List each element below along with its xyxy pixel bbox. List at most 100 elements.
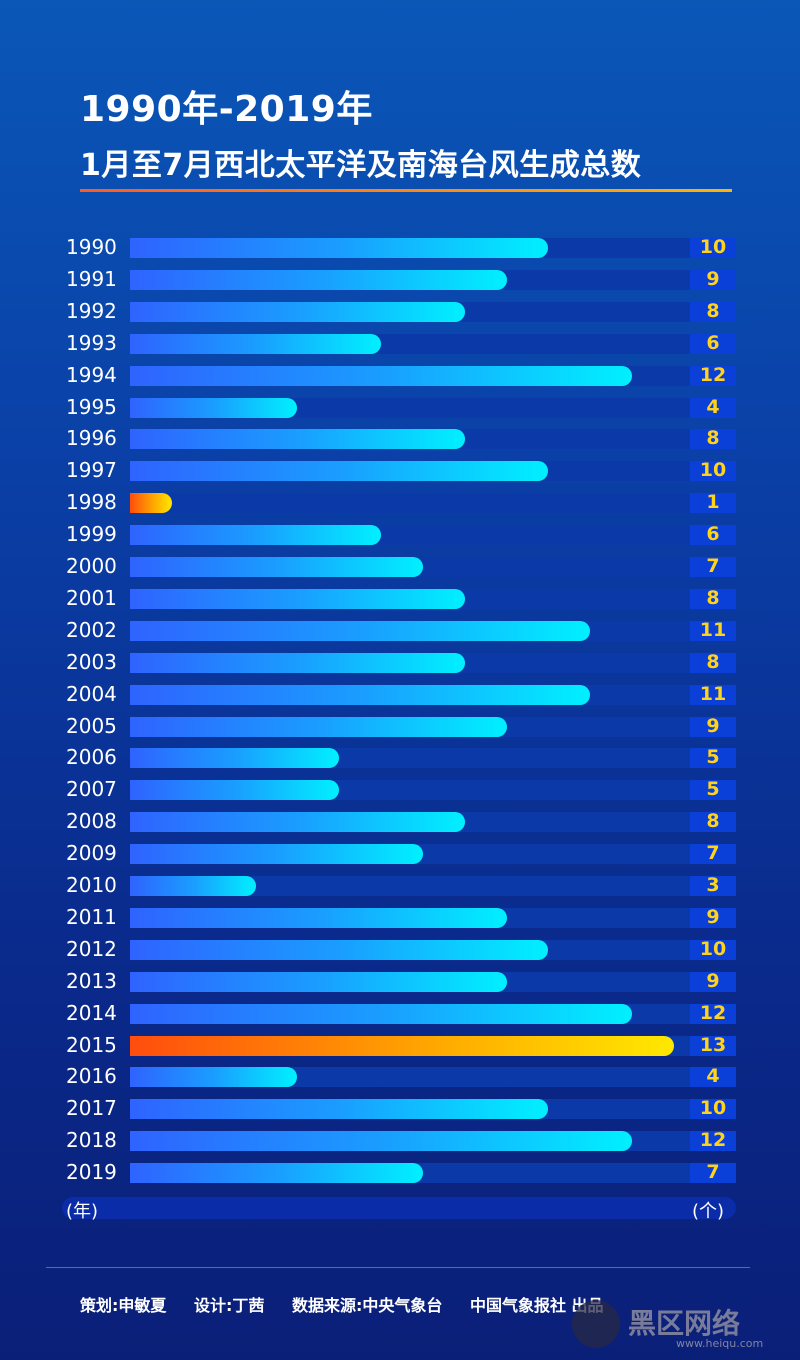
bar: [130, 589, 465, 609]
footer-divider: [46, 1267, 750, 1268]
watermark-logo-icon: [572, 1300, 620, 1348]
value-box: [690, 940, 736, 960]
credit-planner: 策划:申敏夏: [80, 1296, 167, 1315]
year-label: 1995: [66, 395, 117, 419]
bar: [130, 493, 172, 513]
year-label: 1991: [66, 267, 117, 291]
bar: [130, 461, 548, 481]
credit-designer: 设计:丁茜: [193, 1296, 265, 1315]
value-box: [690, 238, 736, 258]
bar: [130, 1131, 632, 1151]
year-label: 1990: [66, 235, 117, 259]
value-label: 3: [706, 874, 720, 896]
year-label: 1997: [66, 458, 117, 482]
bar-track: [130, 493, 736, 513]
watermark-url: www.heiqu.com: [676, 1337, 764, 1350]
value-label: 1: [706, 491, 720, 513]
value-label: 9: [706, 906, 720, 928]
bar: [130, 557, 423, 577]
y-axis-unit-label: (年): [66, 1201, 99, 1222]
bar: [130, 1099, 548, 1119]
bar: [130, 366, 632, 386]
year-label: 1999: [66, 522, 117, 546]
value-box: [690, 685, 736, 705]
year-label: 2006: [66, 745, 117, 769]
bar: [130, 908, 507, 928]
bar: [130, 270, 507, 290]
value-label: 13: [699, 1034, 727, 1056]
year-label: 2009: [66, 841, 117, 865]
value-box: [690, 429, 736, 449]
chart-title: 1990年-2019年: [80, 89, 373, 130]
value-box: [690, 589, 736, 609]
year-label: 2010: [66, 873, 117, 897]
year-label: 2012: [66, 937, 117, 961]
year-label: 2011: [66, 905, 117, 929]
value-box: [690, 717, 736, 737]
value-label: 4: [706, 1065, 720, 1087]
value-label: 9: [706, 268, 720, 290]
value-label: 7: [706, 555, 720, 577]
value-label: 8: [706, 810, 720, 832]
value-label: 7: [706, 1161, 720, 1183]
credit-source: 数据来源:中央气象台: [291, 1296, 443, 1315]
year-label: 2015: [66, 1033, 117, 1057]
year-label: 2014: [66, 1001, 117, 1025]
year-label: 2000: [66, 554, 117, 578]
bar: [130, 302, 465, 322]
bar: [130, 972, 507, 992]
value-label: 12: [699, 1002, 727, 1024]
value-label: 6: [706, 332, 720, 354]
value-box: [690, 1067, 736, 1087]
value-label: 11: [699, 683, 727, 705]
value-box: [690, 270, 736, 290]
bar: [130, 334, 381, 354]
value-box: [690, 398, 736, 418]
value-label: 10: [699, 236, 727, 258]
value-label: 10: [699, 459, 727, 481]
value-label: 8: [706, 651, 720, 673]
bar: [130, 653, 465, 673]
year-label: 2018: [66, 1128, 117, 1152]
year-label: 2013: [66, 969, 117, 993]
value-box: [690, 876, 736, 896]
value-label: 8: [706, 427, 720, 449]
value-label: 12: [699, 1129, 727, 1151]
bar: [130, 717, 507, 737]
value-label: 12: [699, 364, 727, 386]
value-label: 5: [706, 746, 720, 768]
value-label: 10: [699, 938, 727, 960]
year-label: 2002: [66, 618, 117, 642]
value-label: 5: [706, 778, 720, 800]
bar: [130, 398, 297, 418]
bar: [130, 525, 381, 545]
year-label: 2003: [66, 650, 117, 674]
value-box: [690, 366, 736, 386]
value-box: [690, 780, 736, 800]
value-box: [690, 1163, 736, 1183]
year-label: 2004: [66, 682, 117, 706]
year-label: 1998: [66, 490, 117, 514]
bar: [130, 748, 339, 768]
title-underline: [80, 189, 732, 192]
bar: [130, 1067, 297, 1087]
year-label: 2008: [66, 809, 117, 833]
year-label: 2016: [66, 1064, 117, 1088]
bar: [130, 876, 256, 896]
bar: [130, 685, 590, 705]
bar: [130, 812, 465, 832]
value-label: 9: [706, 715, 720, 737]
value-box: [690, 1131, 736, 1151]
value-box: [690, 653, 736, 673]
bar: [130, 1036, 674, 1056]
value-label: 8: [706, 587, 720, 609]
value-box: [690, 302, 736, 322]
bar: [130, 844, 423, 864]
year-label: 2019: [66, 1160, 117, 1184]
chart-subtitle: 1月至7月西北太平洋及南海台风生成总数: [80, 148, 642, 183]
value-box: [690, 621, 736, 641]
year-label: 2005: [66, 714, 117, 738]
value-label: 4: [706, 396, 720, 418]
bar: [130, 238, 548, 258]
